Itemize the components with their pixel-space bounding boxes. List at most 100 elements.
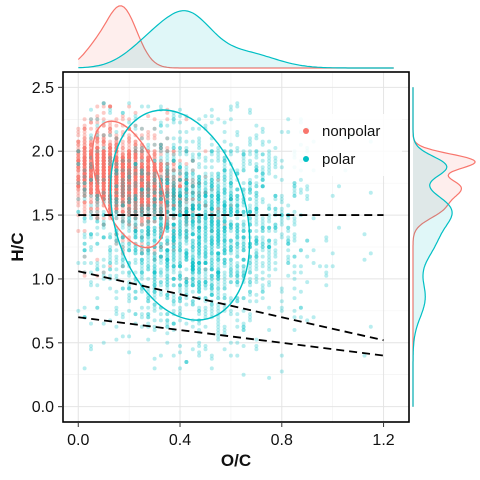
data-point-polar xyxy=(121,264,125,268)
data-point-polar xyxy=(159,156,163,160)
data-point-polar xyxy=(102,271,106,275)
data-point-polar xyxy=(242,181,246,185)
data-point-polar xyxy=(140,235,144,239)
data-point-polar xyxy=(204,245,208,249)
data-point-polar xyxy=(178,152,182,156)
data-point-polar xyxy=(261,277,265,281)
data-point-polar xyxy=(178,255,182,259)
data-point-polar xyxy=(254,207,258,211)
data-point-polar xyxy=(204,235,208,239)
data-point-polar xyxy=(114,255,118,259)
data-point-polar xyxy=(305,255,309,259)
data-point-nonpolar xyxy=(76,143,80,147)
data-point-polar xyxy=(83,168,87,172)
data-point-polar xyxy=(223,210,227,214)
data-point-polar xyxy=(153,357,157,361)
data-point-polar xyxy=(102,322,106,326)
y-tick-label: 0.0 xyxy=(32,399,54,416)
data-point-nonpolar xyxy=(83,117,87,121)
data-point-polar xyxy=(159,318,163,322)
data-point-polar xyxy=(191,290,195,294)
data-point-polar xyxy=(305,280,309,284)
data-point-polar xyxy=(216,191,220,195)
data-point-polar xyxy=(286,117,290,121)
data-point-polar xyxy=(114,338,118,342)
data-point-polar xyxy=(165,267,169,271)
data-point-polar xyxy=(254,267,258,271)
data-point-polar xyxy=(83,255,87,259)
data-point-polar xyxy=(254,299,258,303)
data-point-polar xyxy=(178,344,182,348)
data-point-polar xyxy=(159,124,163,128)
data-point-polar xyxy=(153,251,157,255)
data-point-polar xyxy=(235,325,239,329)
data-point-polar xyxy=(191,347,195,351)
data-point-polar xyxy=(299,248,303,252)
data-point-polar xyxy=(254,175,258,179)
data-point-polar xyxy=(299,191,303,195)
data-point-polar xyxy=(146,264,150,268)
data-point-polar xyxy=(216,172,220,176)
data-point-polar xyxy=(178,366,182,370)
data-point-polar xyxy=(197,283,201,287)
data-point-nonpolar xyxy=(121,117,125,121)
data-point-polar xyxy=(235,216,239,220)
data-point-polar xyxy=(114,210,118,214)
data-point-polar xyxy=(299,306,303,310)
data-point-polar xyxy=(184,267,188,271)
data-point-polar xyxy=(184,283,188,287)
data-point-polar xyxy=(146,248,150,252)
data-point-nonpolar xyxy=(83,149,87,153)
data-point-polar xyxy=(95,283,99,287)
data-point-polar xyxy=(191,255,195,259)
data-point-polar xyxy=(229,309,233,313)
data-point-polar xyxy=(229,117,233,121)
data-point-polar xyxy=(204,271,208,275)
data-point-polar xyxy=(165,178,169,182)
data-point-polar xyxy=(89,165,93,169)
data-point-polar xyxy=(184,303,188,307)
data-point-polar xyxy=(242,229,246,233)
data-point-polar xyxy=(261,200,265,204)
data-point-polar xyxy=(165,341,169,345)
data-point-polar xyxy=(235,267,239,271)
data-point-polar xyxy=(191,220,195,224)
data-point-polar xyxy=(178,178,182,182)
data-point-polar xyxy=(337,226,341,230)
data-point-polar xyxy=(267,140,271,144)
data-point-polar xyxy=(216,258,220,262)
data-point-polar xyxy=(165,331,169,335)
data-point-polar xyxy=(76,210,80,214)
x-tick-label: 0.8 xyxy=(271,432,293,449)
data-point-polar xyxy=(184,232,188,236)
data-point-polar xyxy=(216,318,220,322)
data-point-polar xyxy=(172,255,176,259)
data-point-polar xyxy=(191,159,195,163)
data-point-polar xyxy=(172,283,176,287)
data-point-polar xyxy=(248,162,252,166)
data-point-polar xyxy=(273,242,277,246)
data-point-polar xyxy=(102,223,106,227)
data-point-polar xyxy=(299,264,303,268)
data-point-polar xyxy=(204,347,208,351)
data-point-polar xyxy=(267,328,271,332)
data-point-nonpolar xyxy=(108,140,112,144)
data-point-polar xyxy=(305,239,309,243)
data-point-polar xyxy=(95,226,99,230)
data-point-polar xyxy=(331,251,335,255)
data-point-polar xyxy=(178,165,182,169)
data-point-polar xyxy=(165,149,169,153)
data-point-polar xyxy=(159,223,163,227)
data-point-polar xyxy=(127,159,131,163)
data-point-polar xyxy=(210,181,214,185)
data-point-polar xyxy=(76,261,80,265)
data-point-polar xyxy=(108,267,112,271)
data-point-polar xyxy=(114,200,118,204)
data-point-polar xyxy=(178,200,182,204)
data-point-polar xyxy=(235,130,239,134)
data-point-polar xyxy=(191,267,195,271)
data-point-polar xyxy=(140,178,144,182)
data-point-polar xyxy=(108,232,112,236)
data-point-polar xyxy=(178,108,182,112)
data-point-nonpolar xyxy=(102,140,106,144)
